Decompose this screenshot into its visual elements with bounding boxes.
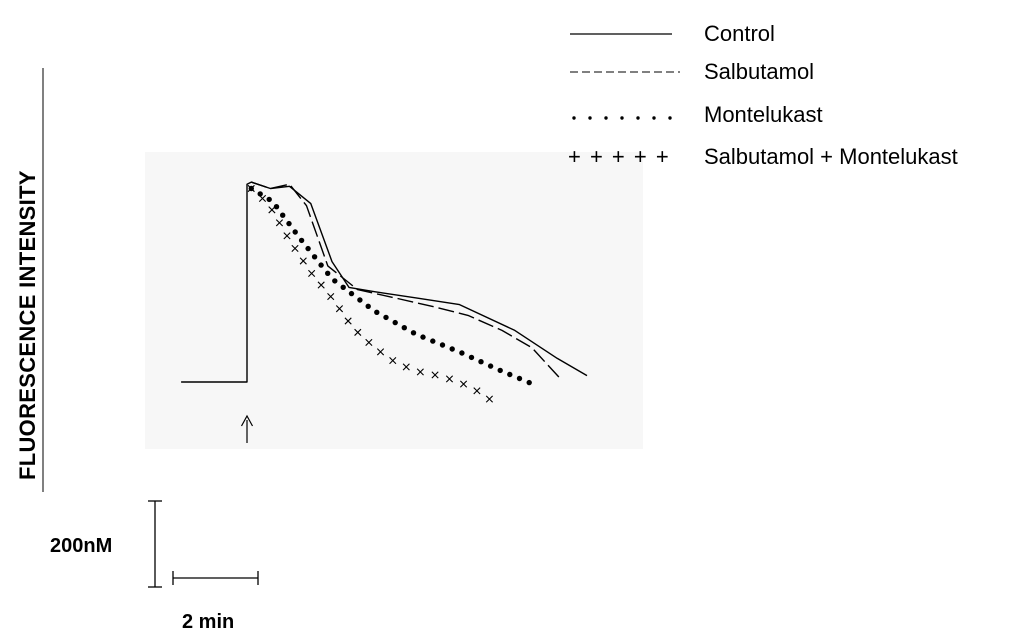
legend-dot [588, 116, 592, 120]
series-point [485, 395, 494, 403]
series-point [348, 290, 355, 297]
legend: Control Salbutamol Montelukast + + + + +… [568, 21, 958, 169]
series-point [516, 375, 523, 382]
legend-dot [620, 116, 624, 120]
series-point [258, 194, 267, 203]
series-point [468, 354, 475, 361]
series-point [291, 244, 299, 253]
stimulus-arrow-icon [240, 414, 254, 443]
series-point [344, 317, 352, 325]
series-point [354, 328, 362, 336]
series-point [430, 338, 436, 344]
legend-label-control: Control [704, 21, 775, 46]
series-point [392, 319, 398, 326]
series-layer [181, 181, 588, 403]
scale-bar-y [148, 500, 162, 588]
series-point [365, 338, 373, 347]
series-point [286, 220, 292, 227]
series-point [340, 284, 346, 290]
series-point [416, 368, 424, 376]
legend-dot [604, 116, 608, 120]
series-point [439, 342, 446, 348]
series-markers-salbutamol-montelukast [247, 184, 494, 403]
series-point [257, 191, 263, 197]
series-point [311, 254, 318, 260]
legend-label-salbutamol: Salbutamol [704, 59, 814, 84]
series-point [318, 262, 324, 268]
series-point [487, 363, 494, 369]
legend-dot [668, 116, 672, 120]
legend-dot [652, 116, 656, 120]
series-point [317, 281, 325, 289]
series-point [305, 245, 311, 252]
series-point [292, 229, 298, 235]
series-point [332, 278, 338, 284]
series-point [478, 359, 484, 365]
series-point [299, 257, 307, 265]
series-point [431, 371, 439, 379]
legend-dot [636, 116, 640, 120]
series-point [325, 270, 331, 276]
scale-bar-y-label: 200nM [50, 535, 112, 557]
series-point [445, 375, 454, 383]
series-point [374, 309, 380, 315]
series-point [389, 356, 397, 365]
series-point [376, 348, 385, 356]
series-point [383, 314, 389, 321]
y-axis-label: FLUORESCENCE INTENSITY [15, 170, 40, 480]
series-point [410, 330, 417, 336]
series-point [273, 204, 280, 210]
series-point [497, 367, 503, 374]
series-line-control [181, 181, 588, 383]
series-point [283, 232, 291, 240]
series-point [459, 380, 468, 388]
series-point [357, 297, 363, 303]
series-point [298, 237, 305, 244]
series-point [268, 206, 276, 214]
series-point [275, 219, 284, 227]
series-point [266, 196, 272, 203]
legend-symbol-montelukast [572, 116, 672, 120]
legend-label-montelukast: Montelukast [704, 102, 823, 127]
legend-label-combination: Salbutamol + Montelukast [704, 144, 958, 169]
series-point [473, 387, 481, 395]
series-point [247, 184, 255, 193]
series-point [449, 346, 455, 352]
plot-background [145, 152, 643, 449]
series-point [335, 305, 344, 313]
series-point [526, 379, 532, 386]
scale-bar-x-label: 2 min [182, 611, 234, 633]
legend-symbol-combination: + + + + + [568, 144, 670, 169]
series-line-salbutamol [251, 181, 563, 381]
series-point [365, 303, 371, 309]
series-point [507, 371, 513, 378]
scale-bar-x [172, 571, 259, 585]
series-point [402, 363, 410, 371]
series-point [280, 212, 286, 218]
series-point [308, 269, 316, 278]
series-point [420, 334, 426, 340]
legend-dot [572, 116, 576, 120]
series-point [327, 292, 335, 301]
series-point [459, 350, 465, 356]
series-point [401, 325, 407, 331]
